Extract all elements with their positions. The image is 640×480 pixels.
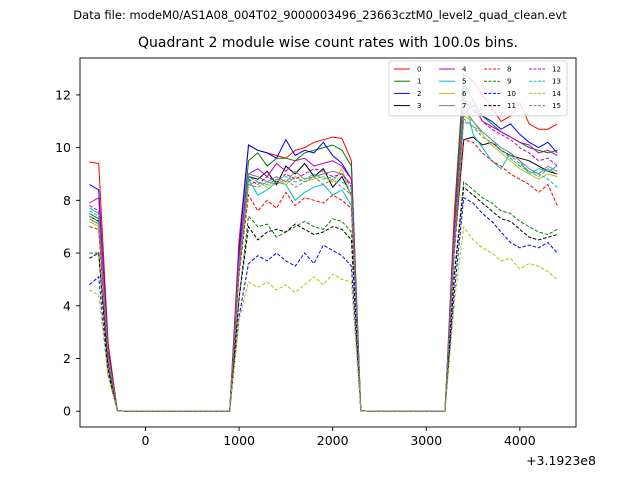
x-tick-label: 3000 [410, 433, 442, 448]
legend-label-9: 9 [507, 78, 511, 86]
x-offset-label: +3.1923e8 [526, 453, 596, 468]
chart-title: Quadrant 2 module wise count rates with … [138, 35, 518, 51]
legend-label-10: 10 [507, 90, 516, 98]
legend-label-3: 3 [417, 102, 421, 110]
legend-label-1: 1 [417, 78, 421, 86]
y-tick-label: 6 [63, 246, 71, 261]
x-tick-label: 2000 [317, 433, 349, 448]
series-line-8 [89, 139, 558, 412]
data-file-header: Data file: modeM0/AS1A08_004T02_90000034… [73, 8, 567, 22]
y-tick-label: 4 [63, 298, 71, 313]
y-tick-label: 8 [63, 193, 71, 208]
legend-box [388, 60, 568, 117]
axes-frame [79, 57, 577, 428]
legend-label-13: 13 [552, 78, 561, 86]
legend-label-7: 7 [462, 102, 466, 110]
legend-label-14: 14 [552, 90, 561, 98]
x-tick-label: 1000 [223, 433, 255, 448]
legend-label-0: 0 [417, 66, 421, 74]
legend-label-15: 15 [552, 102, 561, 110]
plot-area [80, 58, 576, 427]
legend-label-8: 8 [507, 66, 511, 74]
x-tick-label: 4000 [504, 433, 536, 448]
legend-label-5: 5 [462, 78, 466, 86]
y-tick-label: 0 [63, 404, 71, 419]
legend-label-11: 11 [507, 102, 516, 110]
series-line-15 [89, 117, 558, 412]
y-tick-label: 12 [55, 87, 71, 102]
x-tick-label: 0 [142, 433, 150, 448]
legend-label-12: 12 [552, 66, 561, 74]
y-tick-label: 2 [63, 351, 71, 366]
y-tick-label: 10 [55, 140, 71, 155]
legend-label-4: 4 [462, 66, 467, 74]
legend-label-6: 6 [462, 90, 467, 98]
legend-label-2: 2 [417, 90, 421, 98]
